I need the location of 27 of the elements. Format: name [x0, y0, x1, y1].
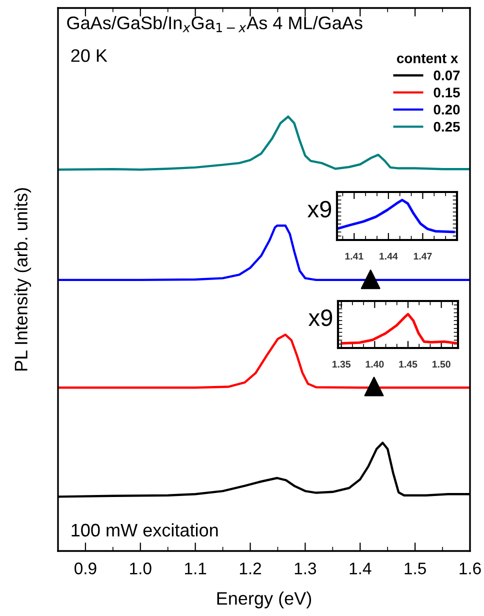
x-tick-label: 1.0 — [130, 562, 152, 574]
x-tick-label: 1.35 — [332, 360, 351, 368]
text: 20 K — [71, 49, 108, 62]
legend-label: 0.25 — [434, 122, 460, 132]
x-tick-label: 1.3 — [294, 562, 316, 574]
x-axis-title: Energy (eV) — [217, 592, 312, 608]
y-axis-title: PL Intensity (arb. units) — [14, 188, 32, 370]
legend-label: 0.20 — [434, 104, 460, 115]
x-tick-label: 1.4 — [350, 562, 372, 574]
x-tick-label: 1.40 — [366, 360, 384, 368]
x-tick-label: 0.9 — [74, 562, 96, 574]
annotation: 100 mW excitation — [72, 523, 218, 537]
x-tick-label: 1.50 — [432, 360, 450, 368]
legend-title: content x — [397, 54, 458, 64]
chart-title: GaAs/GaSb/In$_{x}$Ga$_{1−x}$As 4 ML/GaAs — [67, 16, 362, 32]
x-tick-label: 1.1 — [185, 562, 206, 574]
x-tick-label: 1.45 — [399, 360, 418, 368]
x-tick-label: 1.6 — [460, 562, 481, 574]
x-tick-label: 1.2 — [240, 562, 262, 574]
legend-label: 0.15 — [434, 88, 460, 98]
x-tick-label: 1.41 — [345, 252, 364, 260]
x-tick-label: 1.5 — [404, 562, 426, 574]
legend-label: 0.07 — [434, 70, 460, 80]
annotation: x9 — [308, 309, 332, 326]
annotation: x9 — [308, 200, 332, 218]
x-tick-label: 1.47 — [414, 252, 432, 260]
x-tick-label: 1.44 — [380, 252, 398, 260]
